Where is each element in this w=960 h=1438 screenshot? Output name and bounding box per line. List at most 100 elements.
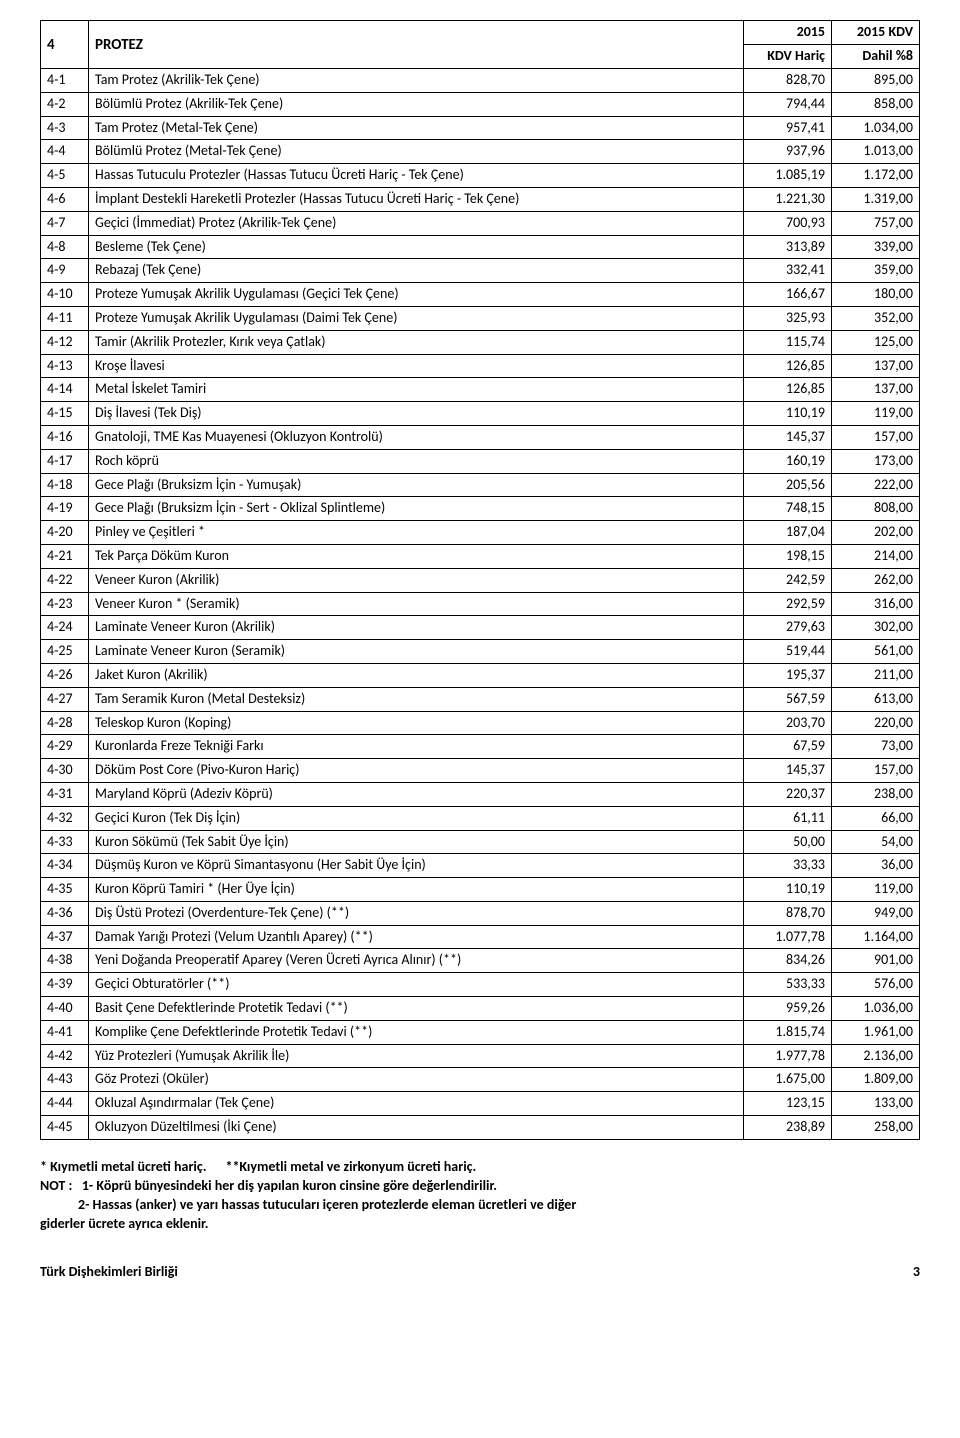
header-col2-line2: Dahil %8 bbox=[832, 45, 920, 69]
table-row: 4-31Maryland Köprü (Adeziv Köprü)220,372… bbox=[41, 782, 920, 806]
row-desc: Diş İlavesi (Tek Diş) bbox=[89, 402, 744, 426]
table-row: 4-30Döküm Post Core (Pivo-Kuron Hariç)14… bbox=[41, 759, 920, 783]
row-price-incl: 2.136,00 bbox=[832, 1044, 920, 1068]
row-price-incl: 359,00 bbox=[832, 259, 920, 283]
row-price-incl: 133,00 bbox=[832, 1092, 920, 1116]
table-row: 4-10Proteze Yumuşak Akrilik Uygulaması (… bbox=[41, 283, 920, 307]
row-price-excl: 145,37 bbox=[744, 759, 832, 783]
table-row: 4-13Kroşe İlavesi126,85137,00 bbox=[41, 354, 920, 378]
row-desc: Metal İskelet Tamiri bbox=[89, 378, 744, 402]
row-price-incl: 1.809,00 bbox=[832, 1068, 920, 1092]
table-row: 4-38Yeni Doğanda Preoperatif Aparey (Ver… bbox=[41, 949, 920, 973]
row-price-incl: 808,00 bbox=[832, 497, 920, 521]
row-price-excl: 828,70 bbox=[744, 69, 832, 93]
row-desc: Kuronlarda Freze Tekniği Farkı bbox=[89, 735, 744, 759]
row-price-incl: 137,00 bbox=[832, 354, 920, 378]
row-desc: Düşmüş Kuron ve Köprü Simantasyonu (Her … bbox=[89, 854, 744, 878]
row-code: 4-41 bbox=[41, 1020, 89, 1044]
row-price-incl: 214,00 bbox=[832, 544, 920, 568]
table-row: 4-15Diş İlavesi (Tek Diş)110,19119,00 bbox=[41, 402, 920, 426]
table-row: 4-18Gece Plağı (Bruksizm İçin - Yumuşak)… bbox=[41, 473, 920, 497]
row-code: 4-3 bbox=[41, 116, 89, 140]
row-desc: Geçici (İmmediat) Protez (Akrilik-Tek Çe… bbox=[89, 211, 744, 235]
row-code: 4-43 bbox=[41, 1068, 89, 1092]
note-star1: * Kıymetli metal ücreti hariç. bbox=[40, 1158, 206, 1175]
table-row: 4-4Bölümlü Protez (Metal-Tek Çene)937,96… bbox=[41, 140, 920, 164]
row-price-excl: 279,63 bbox=[744, 616, 832, 640]
table-row: 4-44Okluzal Aşındırmalar (Tek Çene)123,1… bbox=[41, 1092, 920, 1116]
row-price-excl: 700,93 bbox=[744, 211, 832, 235]
row-code: 4-1 bbox=[41, 69, 89, 93]
row-price-incl: 157,00 bbox=[832, 759, 920, 783]
row-price-excl: 61,11 bbox=[744, 806, 832, 830]
row-price-incl: 157,00 bbox=[832, 425, 920, 449]
row-price-incl: 238,00 bbox=[832, 782, 920, 806]
row-desc: Laminate Veneer Kuron (Akrilik) bbox=[89, 616, 744, 640]
row-price-incl: 1.319,00 bbox=[832, 187, 920, 211]
table-row: 4-42Yüz Protezleri (Yumuşak Akrilik İle)… bbox=[41, 1044, 920, 1068]
row-price-excl: 160,19 bbox=[744, 449, 832, 473]
price-table: 4 PROTEZ 2015 2015 KDV KDV Hariç Dahil %… bbox=[40, 20, 920, 1140]
row-code: 4-44 bbox=[41, 1092, 89, 1116]
table-body: 4-1Tam Protez (Akrilik-Tek Çene)828,7089… bbox=[41, 69, 920, 1140]
row-desc: Kroşe İlavesi bbox=[89, 354, 744, 378]
row-desc: Jaket Kuron (Akrilik) bbox=[89, 663, 744, 687]
row-price-excl: 519,44 bbox=[744, 640, 832, 664]
row-price-incl: 316,00 bbox=[832, 592, 920, 616]
row-price-incl: 757,00 bbox=[832, 211, 920, 235]
row-desc: Tamir (Akrilik Protezler, Kırık veya Çat… bbox=[89, 330, 744, 354]
row-price-incl: 202,00 bbox=[832, 521, 920, 545]
row-price-incl: 36,00 bbox=[832, 854, 920, 878]
row-code: 4-11 bbox=[41, 306, 89, 330]
row-price-excl: 748,15 bbox=[744, 497, 832, 521]
row-desc: İmplant Destekli Hareketli Protezler (Ha… bbox=[89, 187, 744, 211]
row-price-incl: 613,00 bbox=[832, 687, 920, 711]
table-row: 4-9Rebazaj (Tek Çene)332,41359,00 bbox=[41, 259, 920, 283]
row-code: 4-4 bbox=[41, 140, 89, 164]
row-code: 4-40 bbox=[41, 997, 89, 1021]
row-price-excl: 110,19 bbox=[744, 878, 832, 902]
table-row: 4-21Tek Parça Döküm Kuron198,15214,00 bbox=[41, 544, 920, 568]
row-price-incl: 1.034,00 bbox=[832, 116, 920, 140]
row-price-excl: 126,85 bbox=[744, 354, 832, 378]
row-price-incl: 1.164,00 bbox=[832, 925, 920, 949]
row-code: 4-2 bbox=[41, 92, 89, 116]
row-price-incl: 901,00 bbox=[832, 949, 920, 973]
row-desc: Geçici Kuron (Tek Diş İçin) bbox=[89, 806, 744, 830]
row-desc: Gnatoloji, TME Kas Muayenesi (Okluzyon K… bbox=[89, 425, 744, 449]
footer-left: Türk Dişhekimleri Birliği bbox=[40, 1263, 178, 1280]
row-price-excl: 1.221,30 bbox=[744, 187, 832, 211]
row-code: 4-38 bbox=[41, 949, 89, 973]
table-row: 4-37Damak Yarığı Protezi (Velum Uzantılı… bbox=[41, 925, 920, 949]
row-desc: Gece Plağı (Bruksizm İçin - Sert - Okliz… bbox=[89, 497, 744, 521]
page-footer: Türk Dişhekimleri Birliği 3 bbox=[40, 1263, 920, 1280]
row-desc: Hassas Tutuculu Protezler (Hassas Tutucu… bbox=[89, 164, 744, 188]
row-price-incl: 119,00 bbox=[832, 878, 920, 902]
row-desc: Gece Plağı (Bruksizm İçin - Yumuşak) bbox=[89, 473, 744, 497]
table-row: 4-45Okluzyon Düzeltilmesi (İki Çene)238,… bbox=[41, 1116, 920, 1140]
row-code: 4-33 bbox=[41, 830, 89, 854]
note-line4: giderler ücrete ayrıca eklenir. bbox=[40, 1215, 920, 1234]
table-row: 4-7Geçici (İmmediat) Protez (Akrilik-Tek… bbox=[41, 211, 920, 235]
row-desc: Veneer Kuron (Akrilik) bbox=[89, 568, 744, 592]
row-desc: Tam Protez (Akrilik-Tek Çene) bbox=[89, 69, 744, 93]
row-desc: Yüz Protezleri (Yumuşak Akrilik İle) bbox=[89, 1044, 744, 1068]
row-code: 4-7 bbox=[41, 211, 89, 235]
row-price-incl: 258,00 bbox=[832, 1116, 920, 1140]
row-code: 4-25 bbox=[41, 640, 89, 664]
table-row: 4-3Tam Protez (Metal-Tek Çene)957,411.03… bbox=[41, 116, 920, 140]
table-row: 4-32Geçici Kuron (Tek Diş İçin)61,1166,0… bbox=[41, 806, 920, 830]
row-desc: Damak Yarığı Protezi (Velum Uzantılı Apa… bbox=[89, 925, 744, 949]
table-row: 4-26Jaket Kuron (Akrilik)195,37211,00 bbox=[41, 663, 920, 687]
row-code: 4-16 bbox=[41, 425, 89, 449]
row-desc: Roch köprü bbox=[89, 449, 744, 473]
row-price-incl: 352,00 bbox=[832, 306, 920, 330]
row-code: 4-18 bbox=[41, 473, 89, 497]
row-price-excl: 242,59 bbox=[744, 568, 832, 592]
row-price-excl: 115,74 bbox=[744, 330, 832, 354]
table-row: 4-8Besleme (Tek Çene)313,89339,00 bbox=[41, 235, 920, 259]
row-price-excl: 1.085,19 bbox=[744, 164, 832, 188]
table-row: 4-24Laminate Veneer Kuron (Akrilik)279,6… bbox=[41, 616, 920, 640]
row-price-excl: 50,00 bbox=[744, 830, 832, 854]
row-price-excl: 110,19 bbox=[744, 402, 832, 426]
